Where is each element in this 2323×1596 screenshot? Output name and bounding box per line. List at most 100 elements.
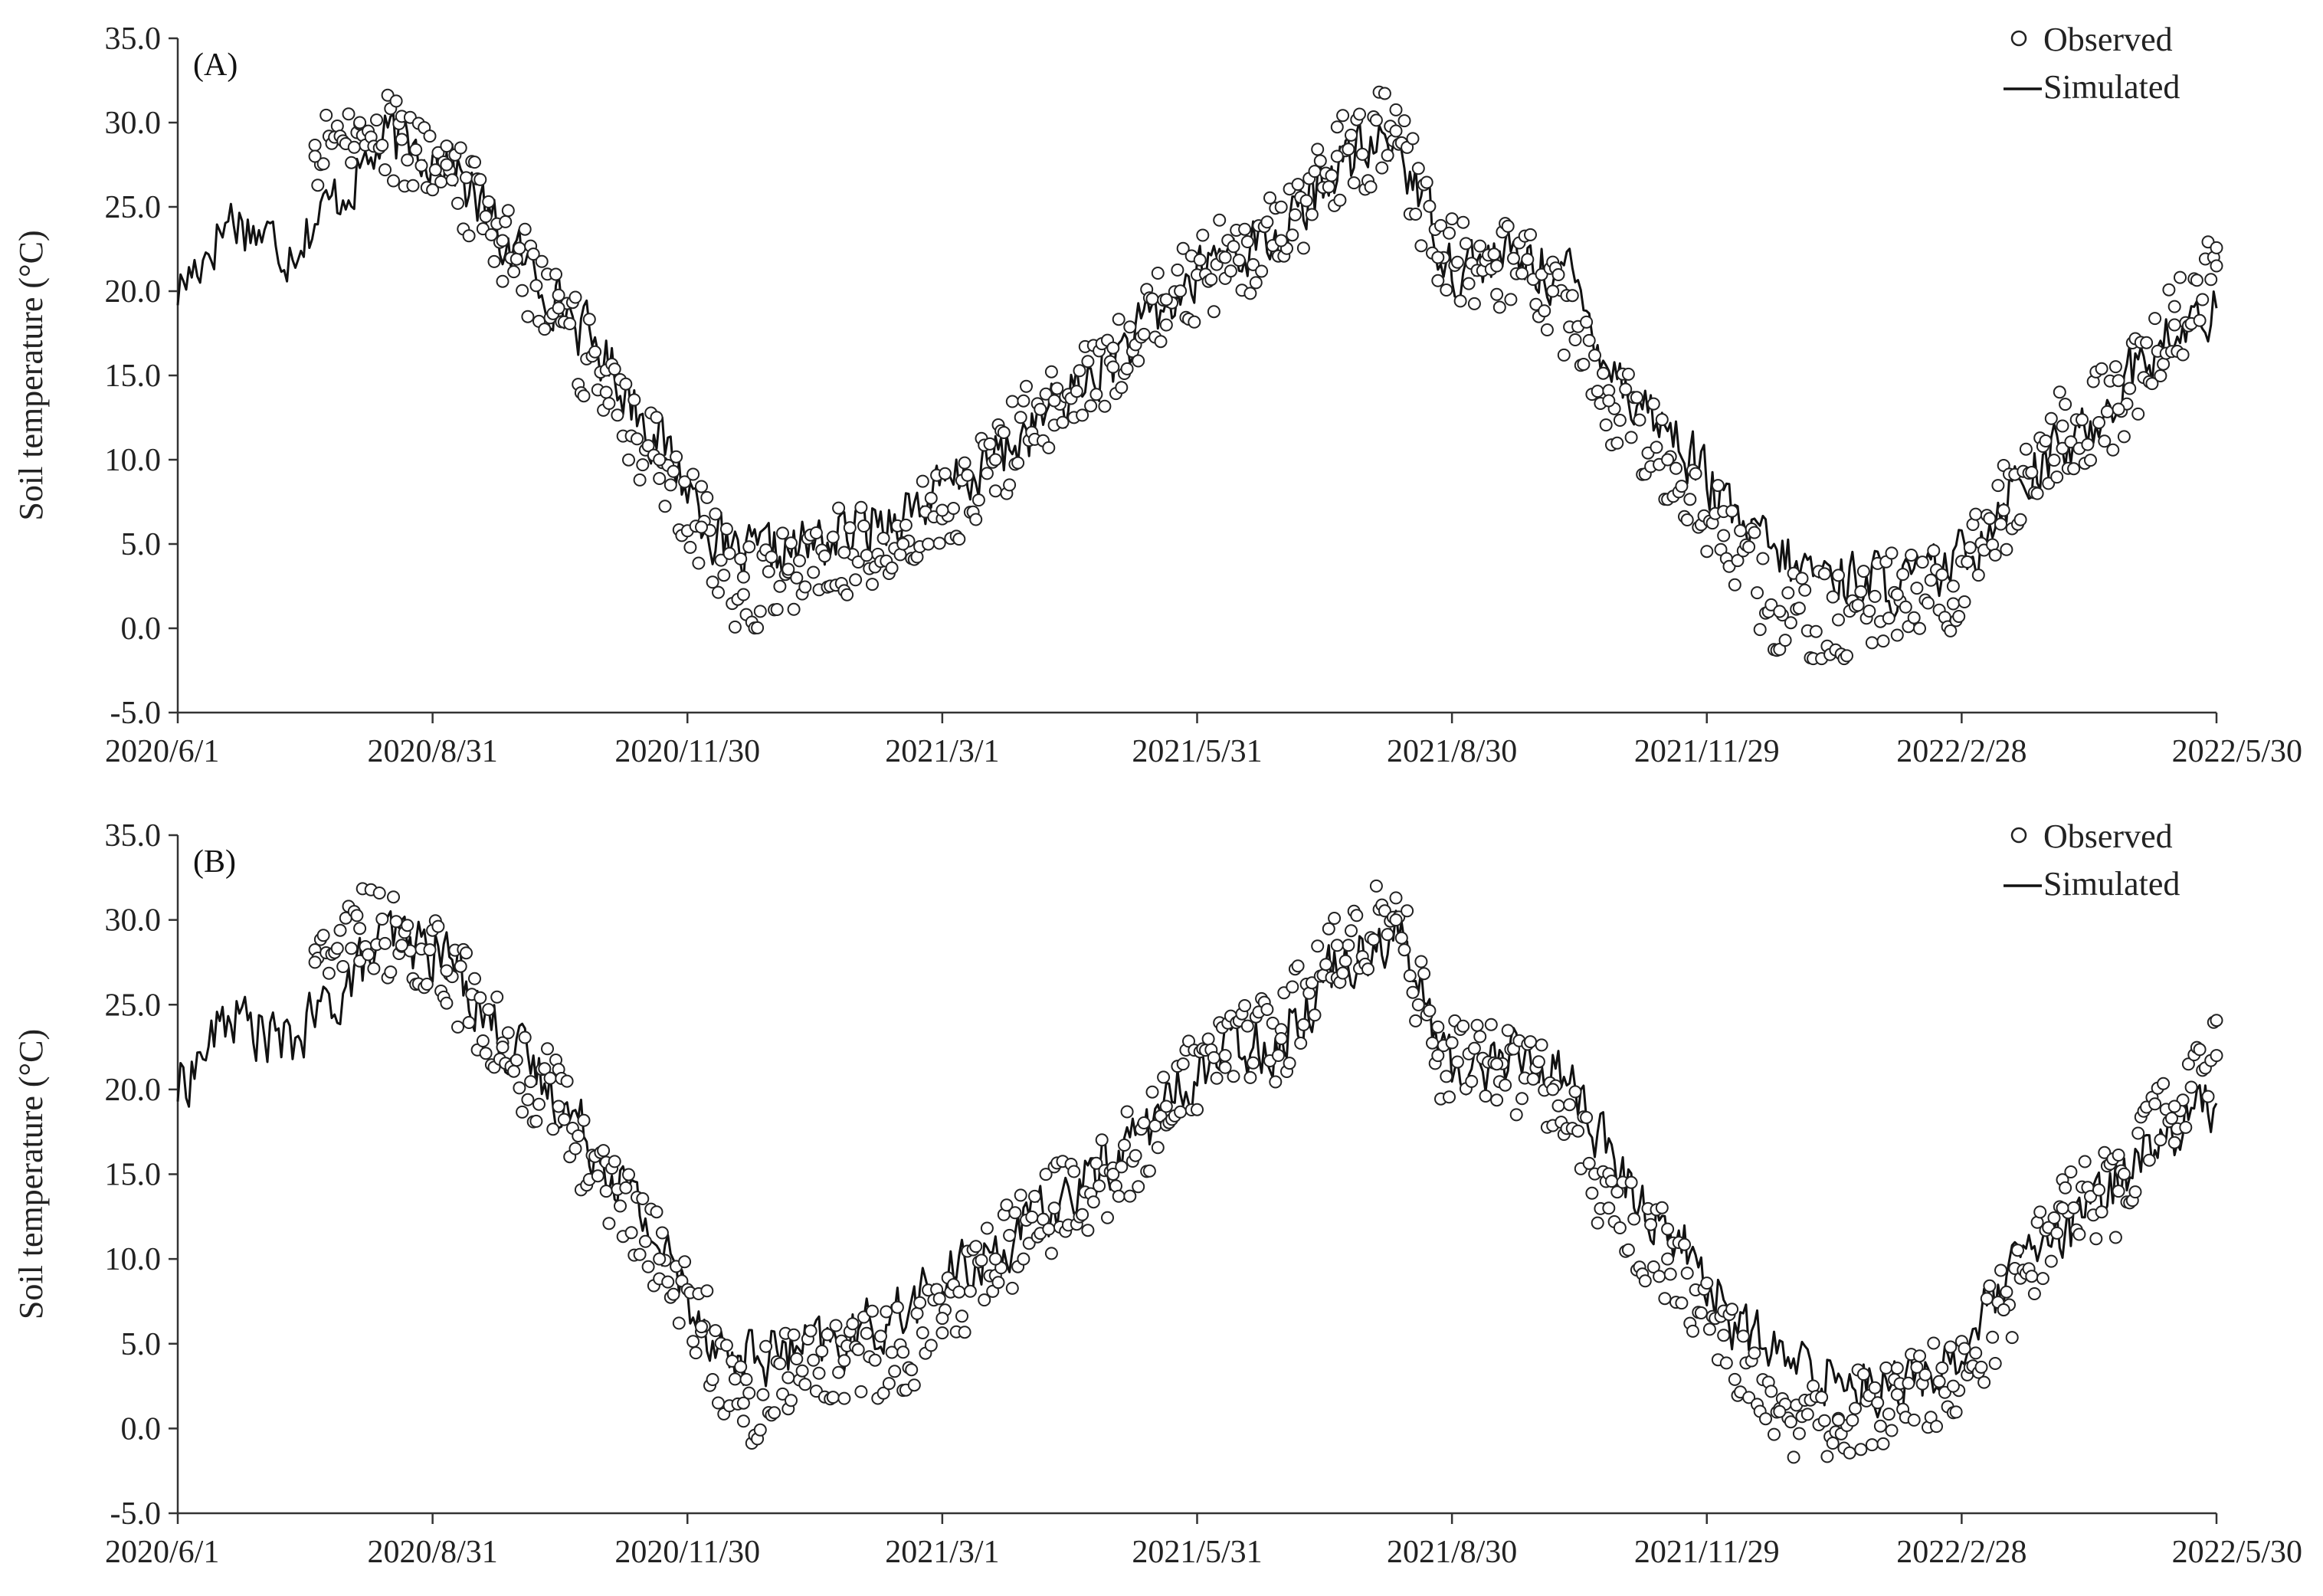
observed-point (1345, 128, 1358, 142)
observed-point (1935, 1361, 1949, 1375)
observed-point (653, 1252, 667, 1266)
observed-point (1322, 180, 1335, 194)
observed-point (1414, 239, 1428, 253)
observed-point (513, 1081, 526, 1095)
observed-point (661, 1275, 675, 1289)
observed-point (837, 546, 851, 559)
observed-point (375, 139, 389, 152)
observed-point (2157, 1077, 2171, 1090)
observed-point (1381, 928, 1394, 942)
observed-point (1915, 555, 1929, 569)
observed-point (1849, 1401, 1862, 1415)
y-tick-label: 25.0 (105, 988, 162, 1023)
observed-point (1826, 1437, 1840, 1450)
observed-point (2056, 441, 2069, 455)
observed-point (1389, 124, 1403, 138)
observed-point (1159, 1100, 1173, 1113)
observed-point (1963, 541, 1977, 555)
panel-b: -5.0 0.0 5.0 10.0 15.0 20.0 25.0 30.0 35.0 2020/6… (12, 818, 2302, 1570)
observed-point (1591, 385, 1604, 398)
observed-point (821, 1328, 834, 1342)
observed-point (1798, 583, 1812, 597)
observed-point (1932, 1375, 1946, 1388)
observed-point (896, 537, 910, 551)
observed-point (1605, 1175, 1618, 1188)
observed-point (2162, 283, 2176, 297)
observed-point (983, 437, 997, 451)
observed-point (1773, 605, 1787, 618)
observed-point (787, 1328, 801, 1342)
observed-point (1389, 103, 1403, 116)
observed-point (1944, 624, 1958, 637)
observed-point (1274, 200, 1288, 214)
observed-point (1865, 636, 1879, 650)
observed-point (1969, 507, 1983, 521)
observed-point (1174, 1105, 1188, 1119)
observed-point (751, 621, 765, 634)
observed-point (1551, 268, 1565, 281)
observed-point (1272, 1049, 1285, 1062)
observed-point (482, 195, 496, 208)
observed-point (1017, 1252, 1030, 1266)
observed-point (619, 1181, 633, 1195)
observed-point (1089, 1156, 1103, 1170)
observed-point (1577, 358, 1591, 371)
observed-point (1535, 1038, 1548, 1052)
observed-point (2106, 443, 2120, 457)
observed-point (2000, 1285, 2013, 1299)
observed-point (549, 267, 562, 281)
observed-point (532, 1097, 546, 1111)
x-tick-label: 2022/5/30 (2172, 1535, 2302, 1570)
observed-point (832, 501, 846, 515)
observed-point (1299, 194, 1313, 208)
observed-point (563, 317, 577, 330)
x-tick-label: 2021/11/29 (1634, 734, 1780, 769)
observed-point (1983, 512, 1997, 526)
observed-point (1742, 1391, 1756, 1404)
observed-point (2050, 1226, 2064, 1240)
observed-point (2084, 1190, 2097, 1204)
legend-observed-marker (2010, 827, 2027, 844)
observed-point (1591, 1216, 1604, 1230)
observed-point (479, 210, 493, 223)
observed-point (722, 546, 736, 560)
observed-point (1563, 1098, 1577, 1112)
observed-point (308, 955, 322, 969)
observed-point (1132, 354, 1145, 368)
observed-point (1450, 1055, 1464, 1069)
observed-point (1106, 341, 1120, 355)
observed-point (1145, 292, 1159, 306)
observed-point (1751, 586, 1764, 600)
observed-point (1338, 954, 1352, 968)
observed-point (2064, 1165, 2078, 1178)
observed-point (2148, 1097, 2162, 1111)
observed-point (1938, 1385, 1951, 1399)
observed-point (1409, 208, 1423, 221)
observed-point (1470, 1018, 1484, 1032)
observed-point (484, 228, 498, 241)
observed-point (460, 171, 473, 185)
x-tick-label: 2021/3/1 (885, 1535, 999, 1570)
observed-point (781, 562, 795, 576)
observed-point (496, 274, 509, 288)
observed-point (1669, 461, 1682, 475)
observed-point (736, 588, 750, 601)
observed-point (1081, 355, 1095, 369)
observed-point (1188, 315, 1201, 329)
observed-point (1389, 891, 1403, 905)
observed-point (1227, 240, 1240, 254)
observed-point (1529, 297, 1543, 311)
observed-point (2025, 1270, 2039, 1283)
observed-point (633, 1247, 647, 1261)
observed-point (1154, 335, 1168, 349)
observed-point (496, 1041, 509, 1054)
observed-point (1129, 1149, 1142, 1162)
y-tick-label: 15.0 (105, 1158, 162, 1193)
observed-point (1764, 598, 1778, 611)
observed-point (1610, 1185, 1624, 1199)
observed-point (2044, 411, 2058, 425)
observed-point (330, 942, 344, 955)
observed-point (1602, 1201, 1616, 1215)
observed-point (1734, 524, 1748, 538)
x-tick-label: 2020/8/31 (367, 1535, 497, 1570)
